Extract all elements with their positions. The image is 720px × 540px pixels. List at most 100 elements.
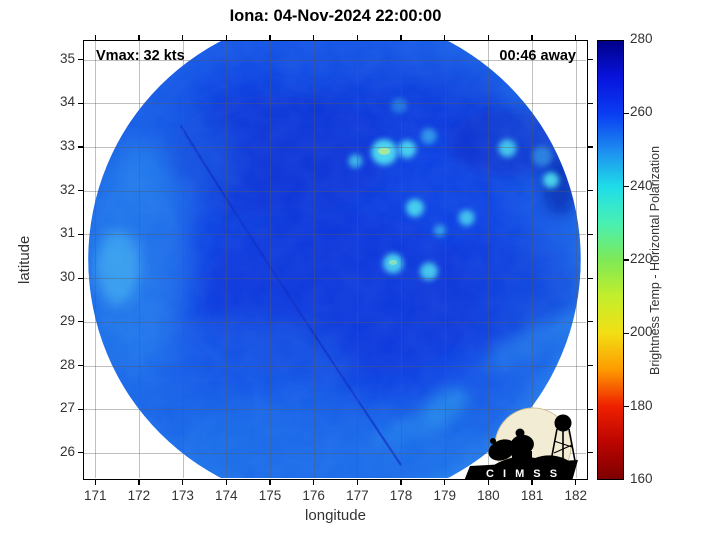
grid-line-horizontal: [84, 278, 586, 280]
y-tick-label: 28: [59, 356, 75, 372]
grid-line-vertical: [313, 41, 315, 478]
y-tick-right: [588, 190, 593, 192]
colorbar-label: Brightness Temp - Horizontal Polarizatio…: [648, 145, 662, 375]
x-tick-top: [487, 35, 489, 40]
grid-line-horizontal: [84, 59, 586, 61]
x-axis-label: longitude: [305, 507, 366, 524]
y-tick-label: 26: [59, 443, 75, 459]
y-tick-label: 32: [59, 181, 75, 197]
x-tick-top: [531, 35, 533, 40]
x-tick-top: [444, 35, 446, 40]
y-tick-label: 29: [59, 312, 75, 328]
y-tick-right: [588, 408, 593, 410]
colorbar-tick-label: 160: [630, 471, 653, 486]
water-tower-icon: [550, 414, 576, 462]
x-tick-top: [94, 35, 96, 40]
grid-line-vertical: [95, 41, 97, 478]
colorbar-tick: [624, 112, 629, 114]
y-tick-label: 30: [59, 269, 75, 285]
y-tick-right: [588, 321, 593, 323]
grid-line-horizontal: [84, 234, 586, 236]
grid-line-vertical: [182, 41, 184, 478]
x-tick-top: [269, 35, 271, 40]
grid-line-vertical: [444, 41, 446, 478]
x-tick-label: 172: [127, 488, 151, 503]
x-tick-top: [575, 35, 577, 40]
grid-line-vertical: [138, 41, 140, 478]
x-tick: [575, 480, 577, 485]
x-tick: [138, 480, 140, 485]
x-tick: [269, 480, 271, 485]
y-tick-label: 34: [59, 94, 75, 110]
y-tick-label: 35: [59, 50, 75, 66]
colorbar-tick-label: 180: [630, 397, 653, 413]
y-tick: [78, 146, 83, 148]
y-tick-label: 27: [59, 400, 75, 416]
y-tick: [78, 364, 83, 367]
eta-annotation: 00:46 away: [499, 48, 576, 64]
y-tick-label: 31: [59, 225, 75, 241]
x-tick-label: 174: [215, 488, 238, 503]
colorbar-tick: [624, 259, 629, 261]
grid-line-vertical: [269, 41, 271, 478]
x-tick-label: 176: [302, 488, 325, 503]
x-tick-label: 171: [83, 488, 107, 503]
y-tick-right: [588, 277, 593, 279]
grid-line-horizontal: [84, 452, 586, 454]
y-tick: [78, 321, 83, 323]
x-tick: [182, 480, 184, 485]
y-tick: [78, 102, 83, 104]
x-tick-label: 173: [171, 488, 194, 503]
y-tick-right: [588, 102, 593, 104]
satellite-dish-icon: [488, 428, 534, 461]
grid-line-vertical: [532, 41, 534, 478]
x-tick: [94, 480, 96, 485]
grid-line-vertical: [226, 41, 228, 478]
grid-line-horizontal: [84, 409, 586, 411]
x-tick-label: 181: [520, 488, 544, 503]
grid-line-horizontal: [84, 365, 586, 367]
y-tick-right: [588, 146, 593, 148]
x-tick: [313, 480, 315, 485]
grid-line-vertical: [488, 41, 490, 478]
colorbar-tick-label: 200: [630, 324, 653, 340]
grid-line-vertical: [575, 41, 577, 478]
y-tick-right: [588, 59, 593, 61]
y-tick-right: [588, 364, 593, 367]
colorbar-tick-label: 240: [630, 177, 653, 193]
colorbar-tick-label: 280: [630, 31, 653, 46]
x-tick-top: [356, 35, 358, 40]
x-tick: [444, 480, 446, 485]
satellite-swath-image: [88, 41, 581, 478]
x-tick-label: 178: [389, 488, 413, 503]
colorbar-tick-label: 260: [630, 104, 653, 120]
y-axis-label: latitude: [16, 235, 33, 285]
x-tick: [400, 480, 402, 485]
x-tick: [356, 480, 358, 485]
grid-line-horizontal: [84, 190, 586, 192]
colorbar: [597, 40, 624, 480]
cimss-banner: [464, 460, 578, 479]
y-tick: [78, 408, 83, 410]
y-tick: [78, 190, 83, 192]
y-tick: [78, 452, 83, 454]
grid-line-horizontal: [84, 321, 586, 323]
colorbar-tick-label: 220: [630, 251, 653, 266]
y-tick: [78, 233, 83, 236]
x-tick-label: 175: [258, 488, 282, 503]
y-tick-right: [588, 233, 593, 236]
x-tick: [487, 480, 489, 485]
x-tick-label: 177: [346, 488, 369, 503]
y-tick: [78, 277, 83, 279]
cimss-text: C I M S S: [486, 468, 560, 480]
x-tick-top: [313, 35, 315, 40]
cimss-logo: C I M S S: [464, 407, 578, 480]
grid-line-vertical: [357, 41, 359, 478]
x-tick-top: [138, 35, 140, 40]
figure-title: Iona: 04-Nov-2024 22:00:00: [229, 7, 442, 25]
grid-line-horizontal: [84, 147, 586, 149]
colorbar-tick: [624, 186, 629, 188]
x-tick: [225, 480, 227, 485]
vmax-annotation: Vmax: 32 kts: [96, 48, 185, 64]
